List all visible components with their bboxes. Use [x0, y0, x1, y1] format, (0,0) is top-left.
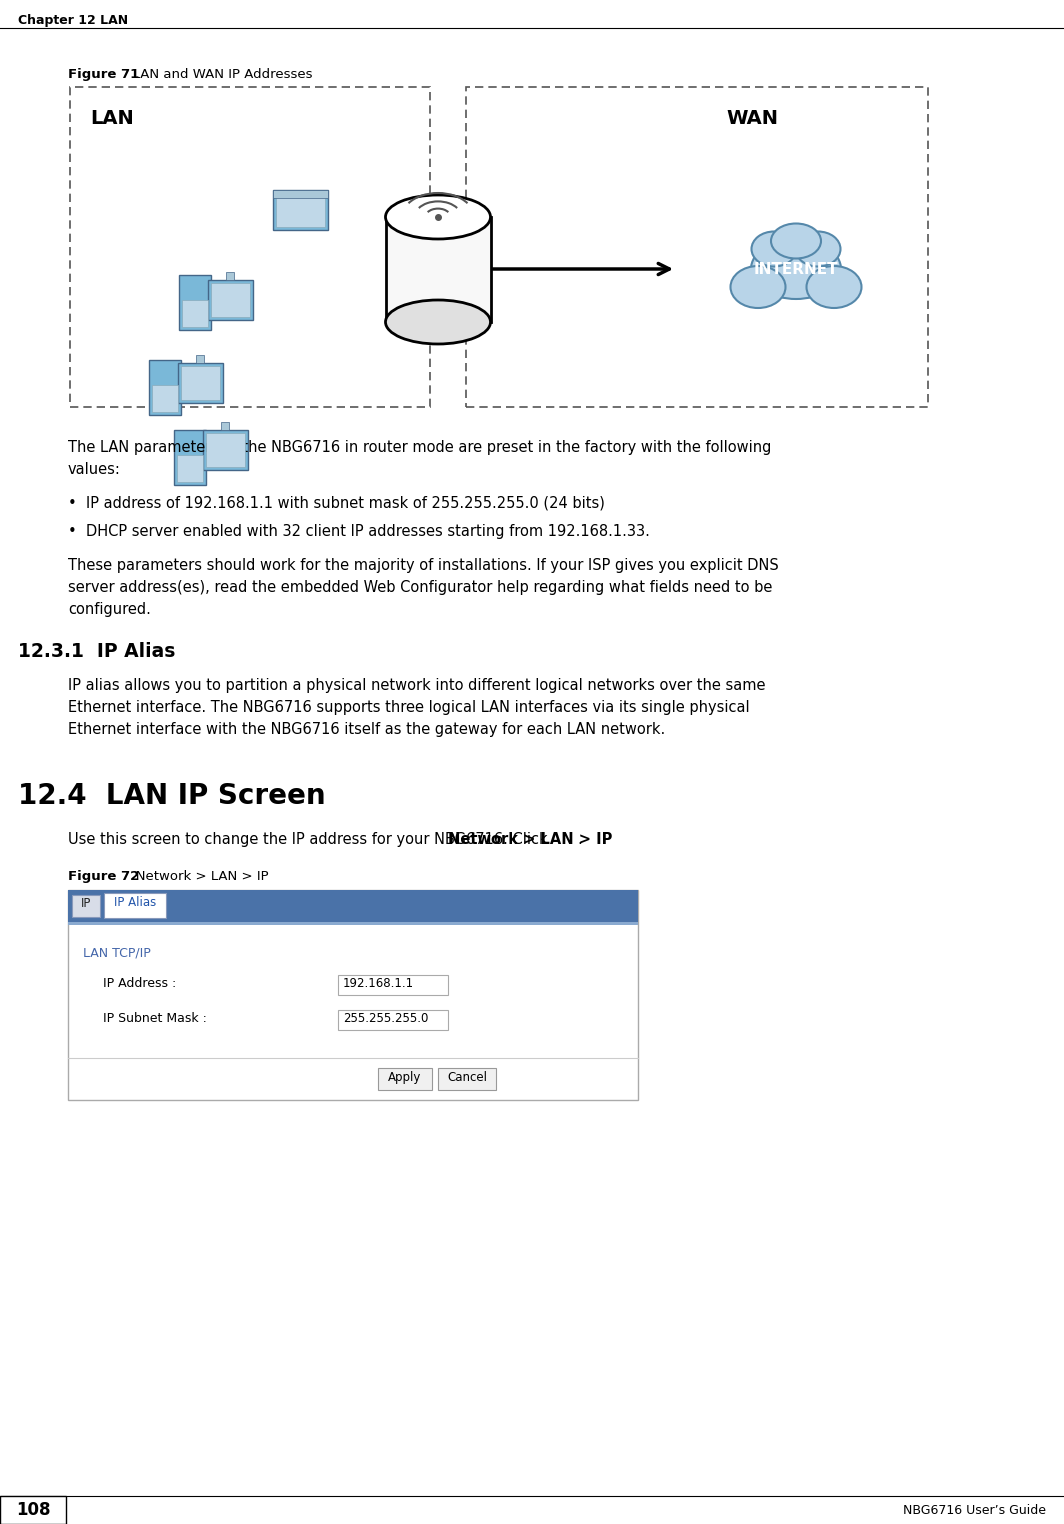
Text: IP alias allows you to partition a physical network into different logical netwo: IP alias allows you to partition a physi…	[68, 678, 765, 693]
Bar	[68, 890, 638, 922]
Bar	[178, 363, 223, 402]
Text: Network > LAN > IP: Network > LAN > IP	[123, 870, 268, 882]
Text: .: .	[578, 832, 583, 847]
Text: LAN TCP/IP: LAN TCP/IP	[83, 946, 151, 960]
Bar	[181, 366, 220, 399]
Ellipse shape	[751, 232, 797, 267]
Bar	[338, 975, 448, 995]
Text: server address(es), read the embedded Web Configurator help regarding what field: server address(es), read the embedded We…	[68, 581, 772, 594]
Ellipse shape	[731, 267, 785, 308]
Text: LAN: LAN	[90, 110, 134, 128]
Bar	[0, 1497, 66, 1524]
Bar	[273, 190, 328, 198]
Bar	[273, 190, 328, 230]
Text: Use this screen to change the IP address for your NBG6716. Click: Use this screen to change the IP address…	[68, 832, 552, 847]
Bar	[177, 456, 203, 482]
Bar	[386, 216, 491, 322]
Bar	[72, 895, 100, 917]
Ellipse shape	[807, 267, 862, 308]
Bar	[211, 283, 250, 317]
Bar	[149, 360, 181, 415]
Text: INTERNET: INTERNET	[753, 262, 838, 276]
Ellipse shape	[771, 224, 821, 259]
Text: Cancel: Cancel	[447, 1071, 487, 1084]
Bar	[466, 87, 928, 407]
Text: 192.168.1.1: 192.168.1.1	[343, 977, 414, 991]
Text: •  IP address of 192.168.1.1 with subnet mask of 255.255.255.0 (24 bits): • IP address of 192.168.1.1 with subnet …	[68, 495, 604, 511]
Bar	[196, 355, 204, 363]
Text: Ethernet interface. The NBG6716 supports three logical LAN interfaces via its si: Ethernet interface. The NBG6716 supports…	[68, 700, 750, 715]
Text: 108: 108	[16, 1501, 50, 1519]
Text: The LAN parameters of the NBG6716 in router mode are preset in the factory with : The LAN parameters of the NBG6716 in rou…	[68, 440, 771, 456]
Text: 255.255.255.0: 255.255.255.0	[343, 1012, 429, 1026]
Bar	[276, 195, 325, 227]
Bar	[174, 430, 206, 485]
Text: IP Address :: IP Address :	[103, 977, 177, 991]
Text: Figure 72: Figure 72	[68, 870, 139, 882]
Text: IP: IP	[81, 898, 92, 910]
Ellipse shape	[751, 239, 841, 299]
Bar	[152, 386, 178, 411]
Bar	[221, 422, 229, 430]
Text: WAN: WAN	[726, 110, 778, 128]
Text: IP Subnet Mask :: IP Subnet Mask :	[103, 1012, 206, 1026]
Bar	[182, 300, 207, 328]
Text: Figure 71: Figure 71	[68, 69, 139, 81]
Text: configured.: configured.	[68, 602, 151, 617]
Text: Network > LAN > IP: Network > LAN > IP	[448, 832, 613, 847]
Bar	[68, 922, 638, 925]
Text: Ethernet interface with the NBG6716 itself as the gateway for each LAN network.: Ethernet interface with the NBG6716 itse…	[68, 722, 665, 738]
Text: 12.4  LAN IP Screen: 12.4 LAN IP Screen	[18, 782, 326, 809]
Bar	[207, 280, 253, 320]
Text: Apply: Apply	[388, 1071, 421, 1084]
Text: values:: values:	[68, 462, 121, 477]
Text: These parameters should work for the majority of installations. If your ISP give: These parameters should work for the maj…	[68, 558, 779, 573]
Text: Chapter 12 LAN: Chapter 12 LAN	[18, 14, 128, 27]
Bar	[378, 1068, 432, 1090]
Bar	[70, 87, 430, 407]
Bar	[226, 271, 234, 280]
Ellipse shape	[385, 195, 491, 239]
Text: 12.3.1  IP Alias: 12.3.1 IP Alias	[18, 642, 176, 661]
Text: LAN and WAN IP Addresses: LAN and WAN IP Addresses	[120, 69, 313, 81]
Text: NBG6716 User’s Guide: NBG6716 User’s Guide	[903, 1504, 1046, 1516]
Bar	[104, 893, 166, 917]
Bar	[338, 1010, 448, 1030]
Bar	[206, 433, 245, 466]
Ellipse shape	[385, 300, 491, 344]
Bar	[179, 274, 211, 331]
Text: •  DHCP server enabled with 32 client IP addresses starting from 192.168.1.33.: • DHCP server enabled with 32 client IP …	[68, 524, 650, 539]
Bar	[438, 1068, 496, 1090]
Text: IP Alias: IP Alias	[114, 896, 156, 908]
Bar	[203, 430, 248, 469]
Ellipse shape	[796, 232, 841, 267]
Bar	[68, 890, 638, 1100]
